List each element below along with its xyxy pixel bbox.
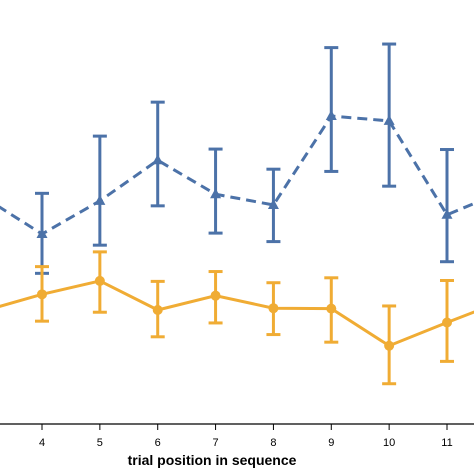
x-tick-label: 10 — [383, 437, 395, 449]
x-axis-title: trial position in sequence — [128, 452, 297, 468]
data-point — [37, 289, 47, 300]
data-point — [94, 194, 106, 205]
data-point — [325, 110, 337, 120]
data-point — [326, 303, 337, 314]
x-tick-label: 8 — [270, 437, 276, 449]
data-point — [442, 317, 452, 328]
x-tick-label: 5 — [97, 437, 103, 449]
data-point — [268, 303, 279, 314]
series-2 — [0, 250, 474, 386]
x-tick-label: 11 — [441, 437, 452, 449]
x-tick-label: 9 — [328, 437, 334, 449]
series-line — [0, 114, 474, 236]
x-tick-label: 4 — [39, 437, 45, 449]
series-1 — [0, 42, 474, 275]
data-point — [152, 154, 164, 165]
data-point — [210, 290, 221, 301]
axes: 4 5 6 7 8 9 10 11 — [0, 423, 474, 449]
data-point — [36, 228, 48, 238]
series-layer — [0, 42, 474, 386]
x-tick-label: 7 — [213, 437, 219, 449]
data-point — [267, 198, 279, 209]
data-point — [441, 208, 453, 219]
data-point — [152, 304, 163, 315]
series-line — [0, 279, 474, 348]
data-point — [94, 275, 105, 286]
x-tick-label: 6 — [155, 437, 161, 449]
data-point — [384, 340, 395, 351]
data-point — [210, 188, 222, 199]
data-point — [383, 114, 395, 125]
